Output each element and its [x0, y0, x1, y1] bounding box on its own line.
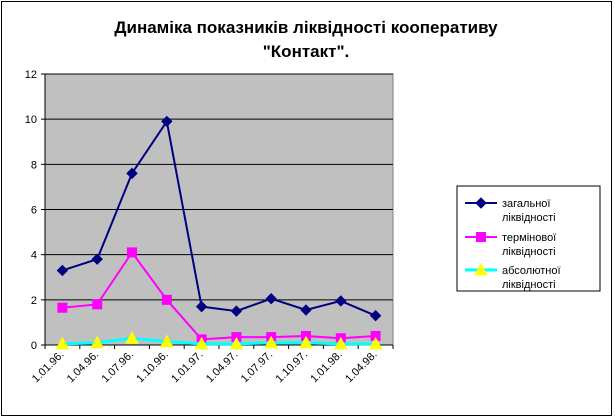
legend-swatch-marker — [476, 232, 486, 242]
chart-title-line: "Контакт". — [263, 42, 350, 61]
y-tick-label: 6 — [31, 205, 37, 217]
series-2-point — [57, 302, 68, 313]
series-3-point — [264, 335, 279, 349]
series-1-point — [91, 253, 103, 265]
x-tick-label: 1.10.97. — [274, 349, 311, 386]
series-3-point — [125, 331, 139, 344]
series-3-point — [299, 335, 313, 349]
series-1-point — [369, 309, 382, 322]
series-1-point — [335, 295, 347, 307]
x-tick-label: 1.07.97. — [239, 349, 276, 386]
series-1-point — [300, 304, 312, 316]
series-2-point — [92, 299, 103, 310]
series-1-point — [265, 292, 277, 305]
y-tick-label: 8 — [31, 159, 37, 171]
series-line-1 — [62, 118, 376, 317]
x-tick-label: 1.01.97. — [169, 349, 206, 386]
legend-label: ліквідності — [502, 212, 556, 224]
y-tick-label: 12 — [25, 69, 37, 81]
series-2-point — [127, 247, 137, 258]
series-3-point — [368, 336, 383, 350]
x-tick-label: 1.04.97. — [204, 349, 241, 386]
x-tick-label: 1.01.98. — [308, 349, 345, 386]
series-3-point — [333, 336, 348, 350]
y-tick-label: 10 — [25, 114, 37, 126]
series-line-2 — [62, 250, 376, 341]
series-3-point — [159, 334, 174, 348]
series-1-point — [56, 264, 69, 277]
series-line-3 — [62, 336, 376, 346]
legend-label: абсолютної — [502, 265, 561, 277]
legend-label: ліквідності — [502, 246, 556, 258]
chart-title-line: Динаміка показників ліквідності кооперат… — [114, 18, 498, 37]
series-3-point — [55, 336, 70, 350]
x-tick-label: 1.04.96. — [65, 349, 102, 386]
legend-label: ліквідності — [502, 279, 556, 291]
y-tick-label: 0 — [31, 340, 37, 352]
legend-swatch-marker — [475, 197, 487, 209]
series-1-point — [230, 305, 243, 317]
x-tick-label: 1.01.96. — [30, 349, 67, 386]
series-1-point — [195, 300, 208, 313]
y-tick-label: 2 — [31, 295, 37, 307]
series-2-point — [161, 294, 172, 305]
series-1-point — [161, 115, 173, 128]
x-tick-label: 1.04.98. — [343, 349, 380, 386]
x-tick-label: 1.07.96. — [100, 349, 137, 386]
x-tick-label: 1.10.96. — [134, 349, 171, 386]
series-3-point — [90, 335, 105, 349]
series-3-point — [194, 336, 209, 350]
legend-label: загальної — [502, 198, 550, 210]
series-3-point — [229, 336, 244, 350]
legend-swatch-marker — [474, 262, 488, 276]
y-tick-label: 4 — [31, 250, 37, 262]
series-1-point — [126, 167, 138, 180]
legend-label: термінової — [502, 232, 556, 244]
